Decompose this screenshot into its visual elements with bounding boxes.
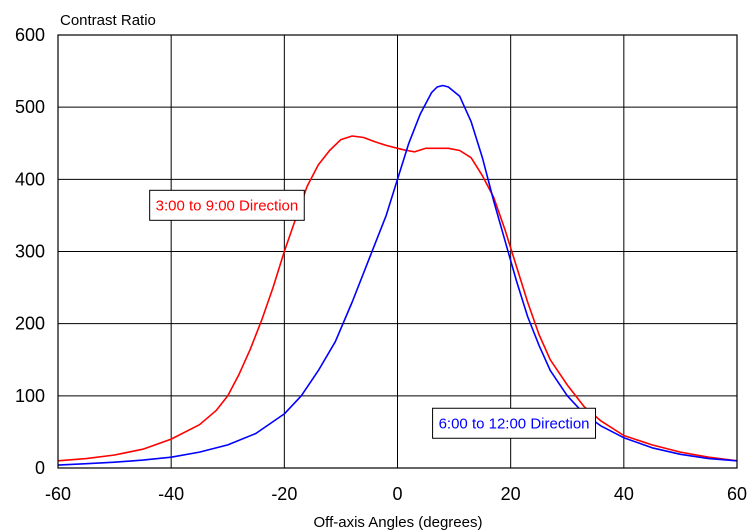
x-tick-label: 20 xyxy=(501,484,521,504)
x-tick-labels: -60 -40 -20 0 20 40 60 xyxy=(45,484,747,504)
x-axis-title: Off-axis Angles (degrees) xyxy=(314,514,483,531)
y-tick-label: 200 xyxy=(15,314,45,334)
series-label: 3:00 to 9:00 Direction xyxy=(149,189,305,221)
x-tick-label: -60 xyxy=(45,484,71,504)
x-tick-label: -40 xyxy=(158,484,184,504)
grid xyxy=(57,34,738,469)
series-label-box xyxy=(432,407,597,439)
y-tick-label: 500 xyxy=(15,97,45,117)
y-tick-label: 100 xyxy=(15,386,45,406)
y-axis-title: Contrast Ratio xyxy=(60,12,156,29)
series-labels: 3:00 to 9:00 Direction 6:00 to 12:00 Dire… xyxy=(149,189,597,439)
x-tick-label: 60 xyxy=(727,484,747,504)
y-tick-label: 0 xyxy=(35,458,45,478)
x-tick-label: -20 xyxy=(271,484,297,504)
series-label-text: 6:00 to 12:00 Direction xyxy=(439,415,590,432)
y-tick-label: 300 xyxy=(15,242,45,262)
y-tick-label: 400 xyxy=(15,169,45,189)
y-tick-label: 600 xyxy=(15,25,45,45)
series-label-text: 3:00 to 9:00 Direction xyxy=(156,197,299,214)
y-tick-labels: 0 100 200 300 400 500 600 xyxy=(15,25,45,478)
series-line xyxy=(57,135,738,462)
series-label: 6:00 to 12:00 Direction xyxy=(432,407,597,439)
plot-area-frame xyxy=(57,34,738,469)
x-tick-label: 0 xyxy=(392,484,402,504)
x-tick-label: 40 xyxy=(614,484,634,504)
series-label-box xyxy=(149,189,305,221)
